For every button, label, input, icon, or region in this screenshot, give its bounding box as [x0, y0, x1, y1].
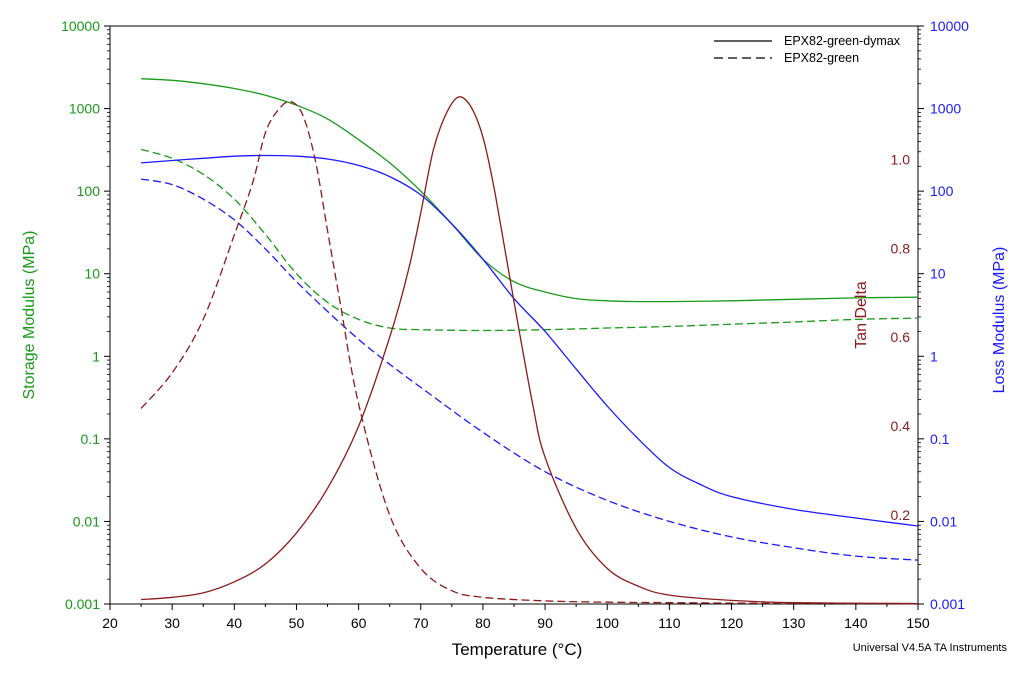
left-tick-label: 0.1 [81, 431, 101, 447]
right-tick-label: 100 [930, 183, 954, 199]
legend-label-green: EPX82-green [784, 51, 859, 65]
tan-delta-green-line [140, 100, 919, 605]
loss-modulus-green-line [140, 178, 919, 561]
tan-tick-label: 0.6 [891, 329, 911, 345]
axes-layer: 20 30 40 50 60 70 80 90 100 110 120 130 140 150100001… [61, 18, 969, 631]
x-tick-label: 120 [720, 615, 744, 631]
left-tick-label: 1 [92, 348, 100, 364]
right-tick-label: 1 [930, 348, 938, 364]
left-tick-label: 100 [77, 183, 101, 199]
x-tick-label: 30 [164, 615, 180, 631]
legend-label-dymax: EPX82-green-dymax [784, 34, 901, 48]
left-tick-label: 0.01 [73, 513, 100, 529]
x-tick-label: 80 [475, 615, 491, 631]
left-tick-label: 10000 [61, 18, 100, 34]
left-tick-label: 10 [84, 266, 100, 282]
tan-tick-label: 0.8 [891, 240, 911, 256]
tan-axis-title: Tan Delta [853, 281, 870, 349]
x-tick-label: 40 [227, 615, 243, 631]
x-tick-label: 100 [596, 615, 620, 631]
left-tick-label: 0.001 [65, 596, 100, 612]
tan-tick-label: 0.2 [891, 507, 911, 523]
x-tick-label: 90 [537, 615, 553, 631]
legend: EPX82-green-dymax EPX82-green [714, 34, 901, 65]
x-tick-label: 150 [906, 615, 930, 631]
right-tick-label: 0.1 [930, 431, 950, 447]
tan-tick-label: 1.0 [891, 151, 911, 167]
right-tick-label: 1000 [930, 101, 961, 117]
x-tick-label: 70 [413, 615, 429, 631]
x-tick-label: 130 [782, 615, 806, 631]
x-axis-title: Temperature (°C) [452, 640, 583, 659]
right-axis-title: Loss Modulus (MPa) [991, 247, 1008, 394]
x-tick-label: 110 [658, 615, 681, 631]
x-tick-label: 60 [351, 615, 367, 631]
left-tick-label: 1000 [69, 101, 100, 117]
loss-modulus-dymax-line [141, 154, 919, 527]
plot-frame [109, 25, 919, 605]
tan-tick-label: 0.4 [891, 418, 911, 434]
right-tick-label: 0.01 [930, 513, 957, 529]
series-layer [140, 78, 919, 605]
right-tick-label: 10000 [930, 18, 969, 34]
plot-border [109, 25, 919, 605]
right-tick-label: 10 [930, 266, 946, 282]
instrument-credit: Universal V4.5A TA Instruments [853, 642, 1008, 654]
x-tick-label: 20 [102, 615, 118, 631]
storage-modulus-dymax-line [141, 78, 919, 303]
storage-modulus-green-line [140, 148, 919, 332]
x-tick-label: 140 [844, 615, 868, 631]
left-axis-title: Storage Modulus (MPa) [21, 231, 38, 400]
right-tick-label: 0.001 [930, 596, 965, 612]
tan-delta-dymax-line [141, 96, 919, 605]
x-tick-label: 50 [289, 615, 305, 631]
